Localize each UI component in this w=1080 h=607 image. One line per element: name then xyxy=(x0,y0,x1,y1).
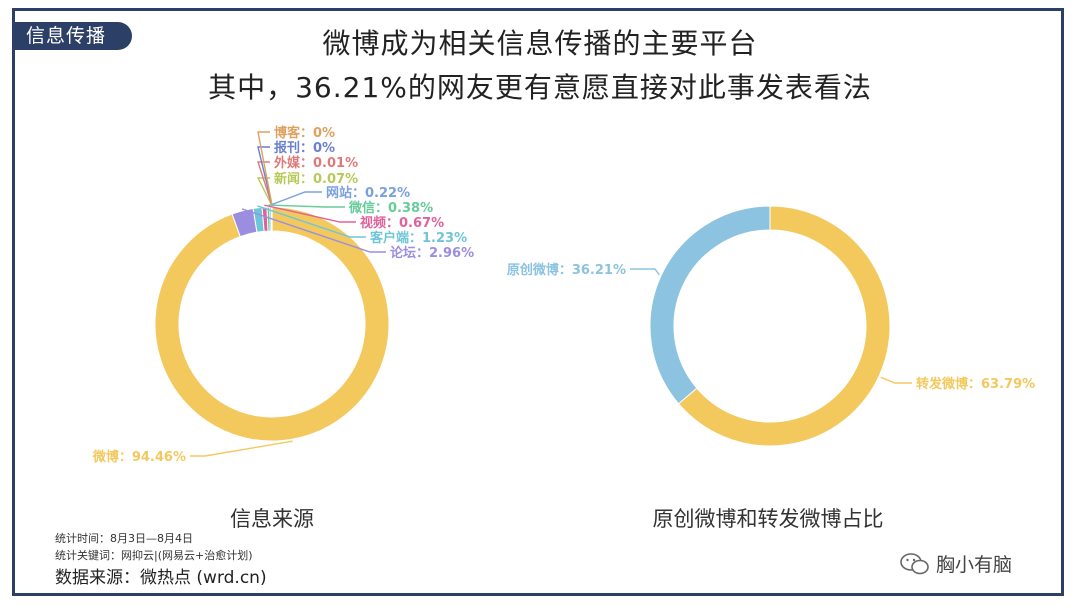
slide-title: 微博成为相关信息传播的主要平台 xyxy=(322,27,758,60)
chart-1-slice-微博 xyxy=(154,206,390,442)
wechat-icon xyxy=(900,552,929,574)
chart-1-label-视频: 视频：0.67% xyxy=(360,215,444,231)
chart-1-leader-博客 xyxy=(257,131,273,206)
chart-1-title: 信息来源 xyxy=(230,507,314,531)
slide-frame xyxy=(12,8,1064,596)
chart-2-leader-转发微博 xyxy=(880,376,912,384)
chart-2-slice-转发微博 xyxy=(677,205,891,447)
chart-1-label-微博: 微博：94.46% xyxy=(92,449,186,465)
slide-subtitle: 其中，36.21%的网友更有意愿直接对此事发表看法 xyxy=(208,71,872,104)
stat-time-note: 统计时间：8月3日—8月4日 xyxy=(55,532,193,545)
watermark-text: 胸小有脑 xyxy=(936,554,1013,576)
chart-2-leader-原创微博 xyxy=(630,268,660,276)
stat-keywords-note: 统计关键词：网抑云|(网易云+治愈计划) xyxy=(55,549,253,562)
chart-1-label-客户端: 客户端：1.23% xyxy=(370,230,467,246)
chart-1-label-论坛: 论坛：2.96% xyxy=(390,245,474,261)
chart-1-label-外媒: 外媒：0.01% xyxy=(273,155,358,171)
chart-2-label-原创微博: 原创微博：36.21% xyxy=(507,262,626,278)
chart-1-leader-客户端 xyxy=(257,205,366,238)
chart-1-label-新闻: 新闻：0.07% xyxy=(274,171,358,187)
chart-1-leader-网站 xyxy=(270,191,322,206)
chart-1-leader-报刊 xyxy=(257,146,273,206)
chart-1-leader-微信 xyxy=(268,204,345,208)
chart-2-slice-原创微博 xyxy=(649,205,771,405)
chart-1-label-网站: 网站：0.22% xyxy=(326,185,410,201)
chart-2-title: 原创微博和转发微博占比 xyxy=(652,507,884,531)
chart-1-leader-视频 xyxy=(264,204,356,223)
chart-1-label-报刊: 报刊：0% xyxy=(274,141,335,156)
chart-2-label-转发微博: 转发微博：63.79% xyxy=(916,376,1035,392)
chart-1-label-博客: 博客：0% xyxy=(274,125,335,141)
data-source: 数据来源：微热点 (wrd.cn) xyxy=(55,568,267,588)
chart-1-leader-微博 xyxy=(190,440,293,457)
chart-1-leader-外媒 xyxy=(257,161,273,206)
chart-1-label-微信: 微信：0.38% xyxy=(348,200,433,216)
section-tag: 信息传播 xyxy=(14,22,132,50)
chart-1-leader-论坛 xyxy=(241,208,386,253)
watermark: 胸小有脑 xyxy=(900,550,1012,577)
